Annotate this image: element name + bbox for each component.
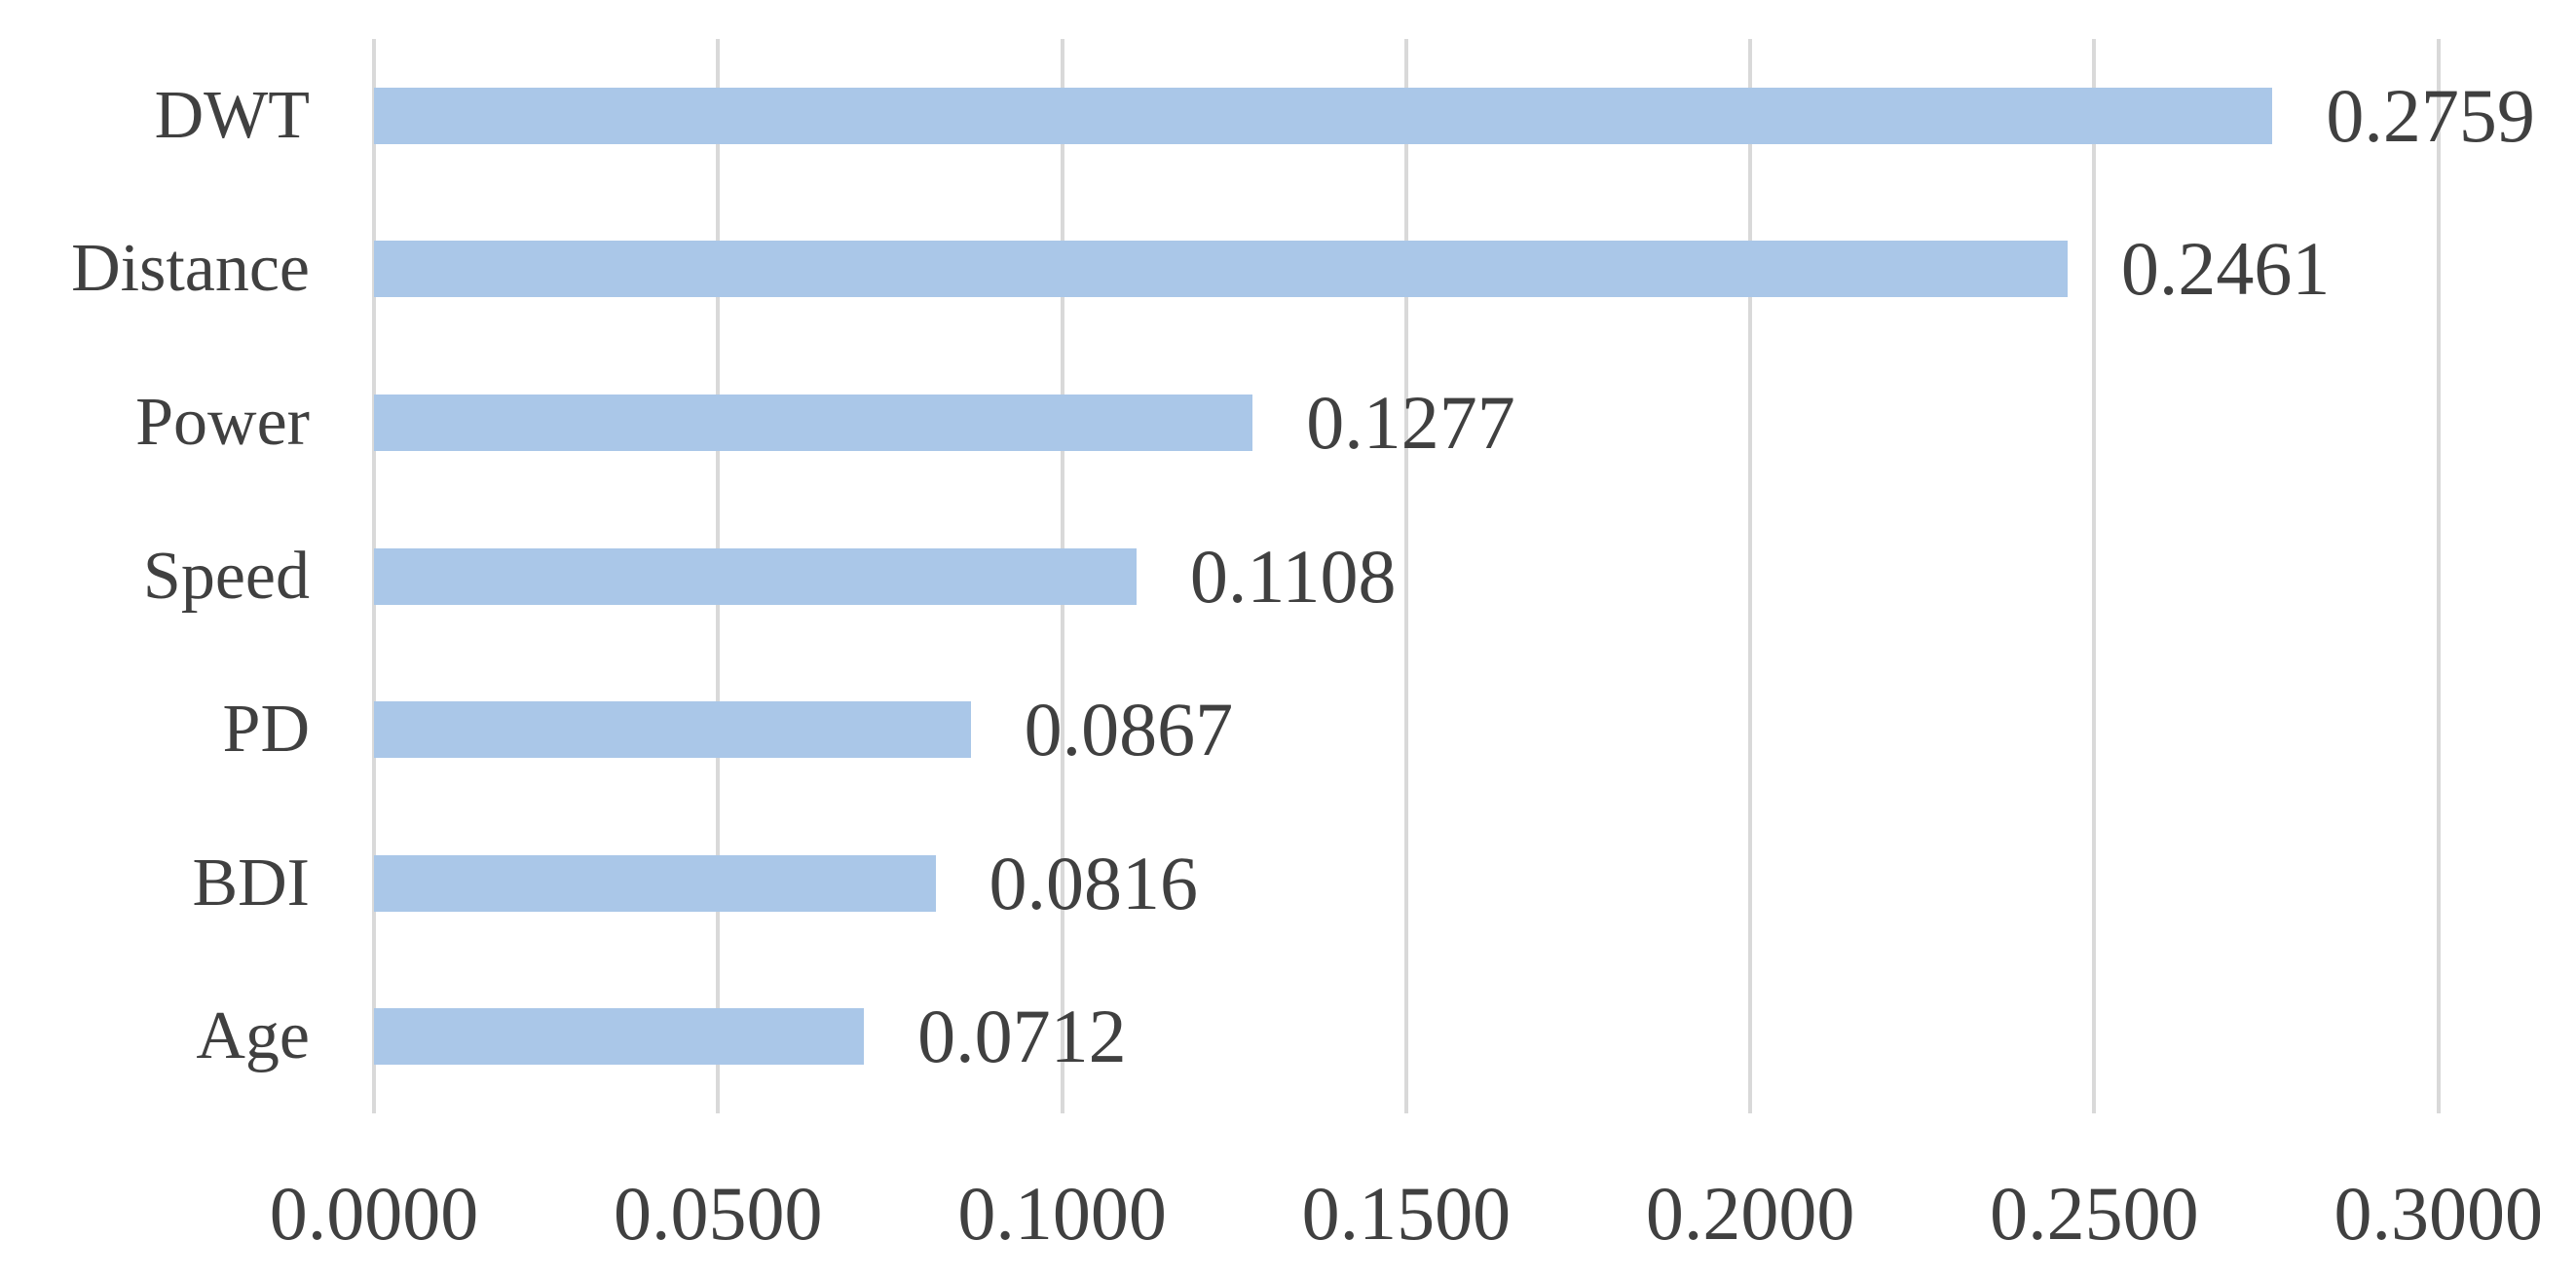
bar-distance — [374, 241, 2068, 298]
category-label: BDI — [192, 845, 310, 921]
category-label: DWT — [154, 77, 310, 153]
gridline — [2436, 39, 2441, 1113]
x-tick-label: 0.0500 — [614, 1171, 823, 1256]
category-label: Speed — [142, 538, 310, 614]
gridline — [1403, 39, 1408, 1113]
x-tick-label: 0.0000 — [269, 1171, 479, 1256]
value-label: 0.0816 — [989, 840, 1199, 925]
x-tick-label: 0.2500 — [1990, 1171, 2199, 1256]
category-label: Distance — [71, 231, 310, 307]
gridline — [1748, 39, 1753, 1113]
bar-bdi — [374, 854, 936, 912]
category-label: Age — [196, 998, 310, 1074]
x-tick-label: 0.1500 — [1301, 1171, 1512, 1256]
value-label: 0.1108 — [1189, 533, 1397, 619]
x-tick-label: 0.2000 — [1645, 1171, 1855, 1256]
bar-pd — [374, 701, 971, 759]
bar-speed — [374, 547, 1137, 605]
x-tick-label: 0.1000 — [957, 1171, 1167, 1256]
bar-dwt — [374, 87, 2273, 144]
value-label: 0.0867 — [1024, 687, 1234, 772]
gridline — [2092, 39, 2097, 1113]
value-label: 0.0712 — [917, 994, 1127, 1079]
value-label: 0.2759 — [2326, 72, 2535, 158]
value-label: 0.2461 — [2120, 226, 2331, 312]
category-label: Power — [135, 384, 310, 460]
x-tick-label: 0.3000 — [2333, 1171, 2543, 1256]
category-label: PD — [222, 692, 310, 768]
bar-age — [374, 1008, 865, 1066]
value-label: 0.1277 — [1306, 379, 1515, 465]
bar-power — [374, 394, 1253, 451]
